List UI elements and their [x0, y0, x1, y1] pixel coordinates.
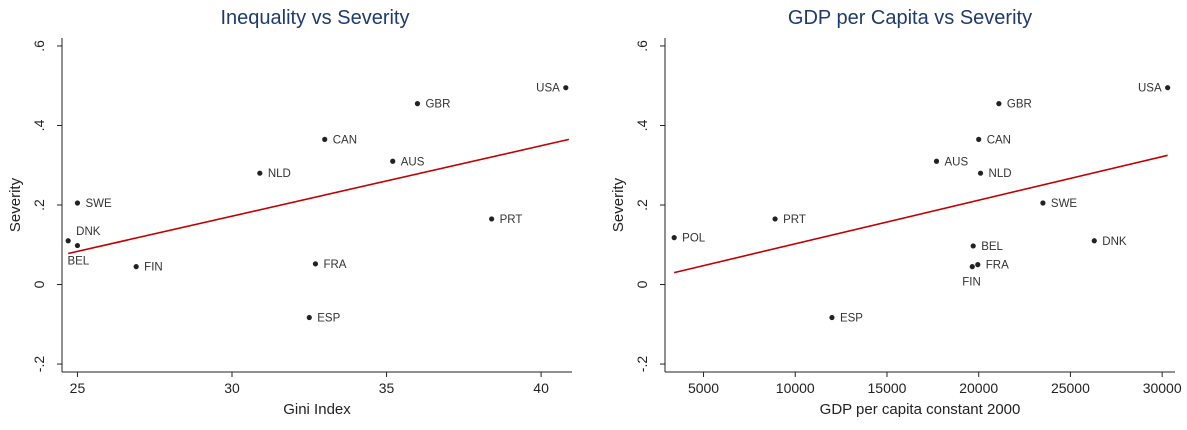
- data-point: [74, 242, 81, 249]
- y-axis-title: Severity: [610, 177, 627, 232]
- y-tick-label: .6: [634, 40, 650, 52]
- point-label: CAN: [333, 134, 357, 146]
- y-tick-label: 0: [31, 280, 47, 288]
- x-tick-label: 15000: [868, 380, 907, 396]
- x-tick-label: 20000: [959, 380, 998, 396]
- data-point: [306, 314, 312, 321]
- x-tick-label: 35: [379, 380, 395, 396]
- data-point: [970, 243, 976, 249]
- point-label: SWE: [85, 198, 112, 210]
- data-point: [1040, 200, 1046, 206]
- y-tick-label: -.2: [634, 356, 650, 373]
- data-point: [933, 158, 940, 164]
- point-label: FIN: [144, 262, 163, 274]
- data-point: [969, 264, 975, 270]
- point-label: DNK: [76, 226, 101, 238]
- point-label: SWE: [1051, 198, 1078, 210]
- chart-title: GDP per Capita vs Severity: [788, 7, 1032, 29]
- data-point: [257, 170, 263, 176]
- point-label: FRA: [323, 259, 346, 271]
- x-tick-label: 25: [70, 380, 86, 396]
- x-tick-label: 25000: [1051, 380, 1090, 396]
- data-point: [772, 216, 778, 222]
- data-point: [322, 136, 328, 142]
- data-point: [977, 170, 984, 176]
- data-point: [489, 216, 495, 222]
- data-point: [1165, 85, 1171, 91]
- chart-title: Inequality vs Severity: [221, 7, 410, 29]
- point-label: ESP: [840, 313, 863, 325]
- chart-panel-1: Inequality vs Severity -.2 0 .2 .4 .6 25 30 35 40…: [7, 7, 572, 418]
- point-label: POL: [682, 233, 706, 245]
- y-tick-label: 0: [634, 280, 650, 288]
- point-label: NLD: [268, 168, 291, 180]
- fit-line: [68, 138, 570, 255]
- x-tick-label: 5000: [688, 380, 719, 396]
- data-point: [563, 85, 569, 91]
- x-tick-label: 40: [533, 380, 549, 396]
- y-tick-label: .6: [31, 40, 47, 52]
- x-tick-label: 30000: [1143, 380, 1182, 396]
- point-label: BEL: [67, 256, 89, 268]
- point-label: USA: [536, 83, 560, 95]
- data-point: [829, 314, 835, 321]
- point-label: NLD: [989, 168, 1012, 180]
- point-label: AUS: [945, 156, 969, 168]
- point-label: AUS: [401, 156, 425, 168]
- point-label: FIN: [962, 277, 981, 289]
- y-tick-label: .4: [634, 119, 650, 131]
- data-point: [133, 264, 139, 270]
- point-label: CAN: [987, 134, 1011, 146]
- data-point: [65, 238, 71, 244]
- data-point: [975, 262, 981, 268]
- fit-line: [673, 154, 1168, 274]
- point-label: FRA: [986, 260, 1009, 272]
- y-tick-label: .2: [31, 199, 47, 211]
- x-axis-title: GDP per capita constant 2000: [820, 401, 1021, 418]
- y-tick-label: .2: [634, 199, 650, 211]
- point-label: BEL: [981, 241, 1003, 253]
- x-tick-label: 10000: [776, 380, 815, 396]
- y-tick-label: .4: [31, 119, 47, 131]
- x-tick-label: 30: [224, 380, 240, 396]
- y-axis-title: Severity: [7, 177, 24, 232]
- point-label: PRT: [783, 214, 806, 226]
- point-label: PRT: [500, 214, 523, 226]
- point-label: GBR: [425, 99, 450, 111]
- data-point: [976, 136, 982, 142]
- point-label: ESP: [317, 313, 340, 325]
- y-tick-label: -.2: [31, 356, 47, 373]
- data-point: [312, 261, 319, 267]
- chart-panel-2: GDP per Capita vs Severity -.2 0 .2 .4 .6 5000…: [610, 7, 1182, 418]
- data-point: [74, 200, 81, 206]
- data-point: [414, 101, 421, 107]
- data-point: [671, 235, 677, 241]
- x-axis-title: Gini Index: [283, 401, 351, 418]
- point-label: USA: [1138, 83, 1162, 95]
- point-label: DNK: [1102, 236, 1127, 248]
- data-point: [390, 158, 396, 164]
- data-point: [1091, 238, 1097, 244]
- data-point: [996, 101, 1002, 107]
- point-label: GBR: [1007, 99, 1032, 111]
